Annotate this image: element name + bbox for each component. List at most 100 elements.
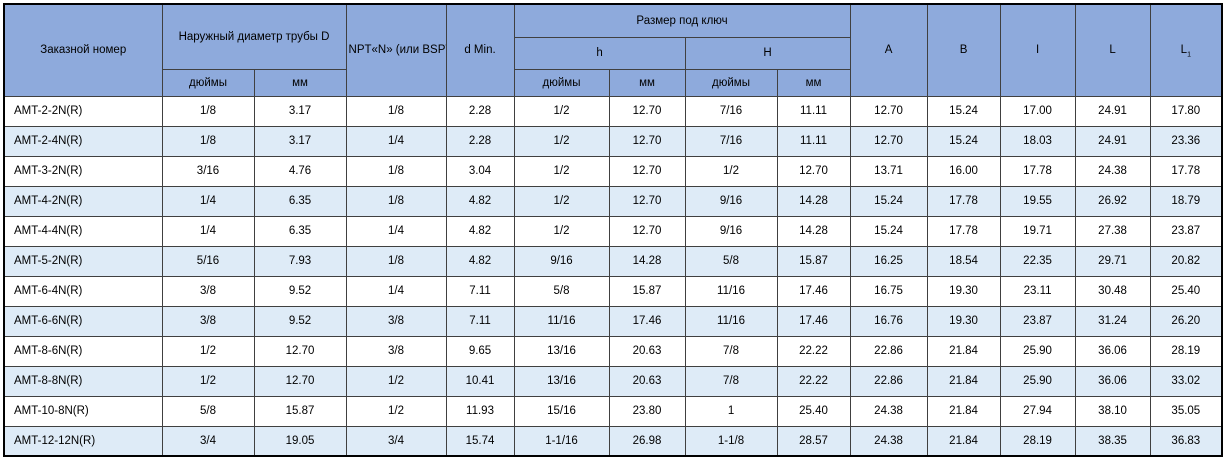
cell-i: 17.00 [999, 95, 1076, 127]
cell-H-mm: 17.46 [776, 305, 851, 337]
header-h-mm: мм [608, 68, 686, 97]
cell-d-min: 3.04 [445, 155, 515, 187]
cell-h-inches: 13/16 [513, 365, 610, 397]
cell-l1: 20.82 [1149, 245, 1223, 277]
table-body: AMT-2-2N(R) 1/8 3.17 1/8 2.28 1/2 12.70 … [3, 95, 1223, 457]
cell-h-mm: 12.70 [608, 215, 686, 247]
cell-npt: 1/2 [345, 365, 447, 397]
cell-npt: 1/8 [345, 155, 447, 187]
cell-a: 15.24 [849, 215, 928, 247]
cell-order-number: AMT-4-2N(R) [3, 185, 163, 217]
cell-h-inches: 1/2 [513, 185, 610, 217]
cell-H-inches: 1/2 [684, 155, 778, 187]
table-row: AMT-10-8N(R) 5/8 15.87 1/2 11.93 15/16 2… [3, 395, 1223, 427]
cell-npt: 1/4 [345, 275, 447, 307]
cell-l: 27.38 [1074, 215, 1151, 247]
header-h-inches: дюймы [513, 68, 610, 97]
cell-l1: 35.05 [1149, 395, 1223, 427]
cell-d-inches: 1/4 [161, 185, 255, 217]
cell-i: 28.19 [999, 425, 1076, 457]
cell-h-mm: 12.70 [608, 125, 686, 157]
header-col-l1-subscript: 1 [1187, 51, 1191, 59]
cell-i: 23.11 [999, 275, 1076, 307]
cell-H-mm: 25.40 [776, 395, 851, 427]
cell-order-number: AMT-3-2N(R) [3, 155, 163, 187]
header-col-b: B [926, 3, 1001, 97]
cell-a: 12.70 [849, 95, 928, 127]
table-row: AMT-4-4N(R) 1/4 6.35 1/4 4.82 1/2 12.70 … [3, 215, 1223, 247]
cell-h-inches: 1/2 [513, 125, 610, 157]
cell-b: 21.84 [926, 365, 1001, 397]
cell-b: 17.78 [926, 185, 1001, 217]
cell-l: 26.92 [1074, 185, 1151, 217]
cell-H-mm: 12.70 [776, 155, 851, 187]
cell-H-inches: 7/8 [684, 335, 778, 367]
cell-d-min: 4.82 [445, 245, 515, 277]
cell-H-mm: 14.28 [776, 185, 851, 217]
cell-l1: 17.78 [1149, 155, 1223, 187]
cell-H-inches: 9/16 [684, 185, 778, 217]
cell-h-inches: 11/16 [513, 305, 610, 337]
cell-d-mm: 3.17 [253, 125, 347, 157]
cell-order-number: AMT-2-2N(R) [3, 95, 163, 127]
cell-order-number: AMT-5-2N(R) [3, 245, 163, 277]
cell-a: 12.70 [849, 125, 928, 157]
cell-order-number: AMT-2-4N(R) [3, 125, 163, 157]
cell-h-inches: 15/16 [513, 395, 610, 427]
cell-l1: 25.40 [1149, 275, 1223, 307]
cell-H-mm: 15.87 [776, 245, 851, 277]
table-row: AMT-6-4N(R) 3/8 9.52 1/4 7.11 5/8 15.87 … [3, 275, 1223, 307]
cell-l: 24.91 [1074, 125, 1151, 157]
cell-d-min: 2.28 [445, 95, 515, 127]
cell-h-inches: 5/8 [513, 275, 610, 307]
cell-H-mm: 11.11 [776, 95, 851, 127]
cell-h-inches: 1/2 [513, 95, 610, 127]
cell-b: 15.24 [926, 95, 1001, 127]
cell-d-min: 2.28 [445, 125, 515, 157]
header-col-l1-base: L [1180, 44, 1188, 57]
cell-d-mm: 7.93 [253, 245, 347, 277]
cell-npt: 3/4 [345, 425, 447, 457]
cell-l1: 33.02 [1149, 365, 1223, 397]
cell-H-inches: 7/8 [684, 365, 778, 397]
header-col-a: A [849, 3, 928, 97]
header-H-mm: мм [776, 68, 851, 97]
cell-d-inches: 3/8 [161, 305, 255, 337]
cell-l: 36.06 [1074, 335, 1151, 367]
cell-d-mm: 6.35 [253, 185, 347, 217]
cell-d-inches: 1/4 [161, 215, 255, 247]
table-row: AMT-2-2N(R) 1/8 3.17 1/8 2.28 1/2 12.70 … [3, 95, 1223, 127]
cell-d-min: 11.93 [445, 395, 515, 427]
cell-l1: 28.19 [1149, 335, 1223, 367]
cell-l1: 36.83 [1149, 425, 1223, 457]
cell-l: 36.06 [1074, 365, 1151, 397]
cell-d-mm: 12.70 [253, 335, 347, 367]
cell-h-inches: 1/2 [513, 155, 610, 187]
cell-d-inches: 5/8 [161, 395, 255, 427]
cell-d-inches: 5/16 [161, 245, 255, 277]
cell-b: 21.84 [926, 425, 1001, 457]
cell-H-mm: 28.57 [776, 425, 851, 457]
cell-npt: 1/4 [345, 215, 447, 247]
header-h-uppercase: H [684, 36, 851, 70]
cell-npt: 1/8 [345, 95, 447, 127]
cell-d-min: 7.11 [445, 305, 515, 337]
cell-b: 21.84 [926, 335, 1001, 367]
cell-d-mm: 19.05 [253, 425, 347, 457]
cell-b: 19.30 [926, 305, 1001, 337]
header-col-l1: L1 [1149, 3, 1223, 97]
cell-order-number: AMT-12-12N(R) [3, 425, 163, 457]
cell-d-inches: 3/16 [161, 155, 255, 187]
cell-l: 24.91 [1074, 95, 1151, 127]
cell-H-inches: 11/16 [684, 275, 778, 307]
cell-H-inches: 7/16 [684, 95, 778, 127]
cell-H-inches: 5/8 [684, 245, 778, 277]
cell-d-mm: 15.87 [253, 395, 347, 427]
cell-a: 24.38 [849, 395, 928, 427]
cell-l1: 17.80 [1149, 95, 1223, 127]
cell-i: 18.03 [999, 125, 1076, 157]
cell-h-mm: 12.70 [608, 155, 686, 187]
cell-d-min: 15.74 [445, 425, 515, 457]
table-row: AMT-3-2N(R) 3/16 4.76 1/8 3.04 1/2 12.70… [3, 155, 1223, 187]
header-outer-diameter: Наружный диаметр трубы D [161, 3, 347, 70]
